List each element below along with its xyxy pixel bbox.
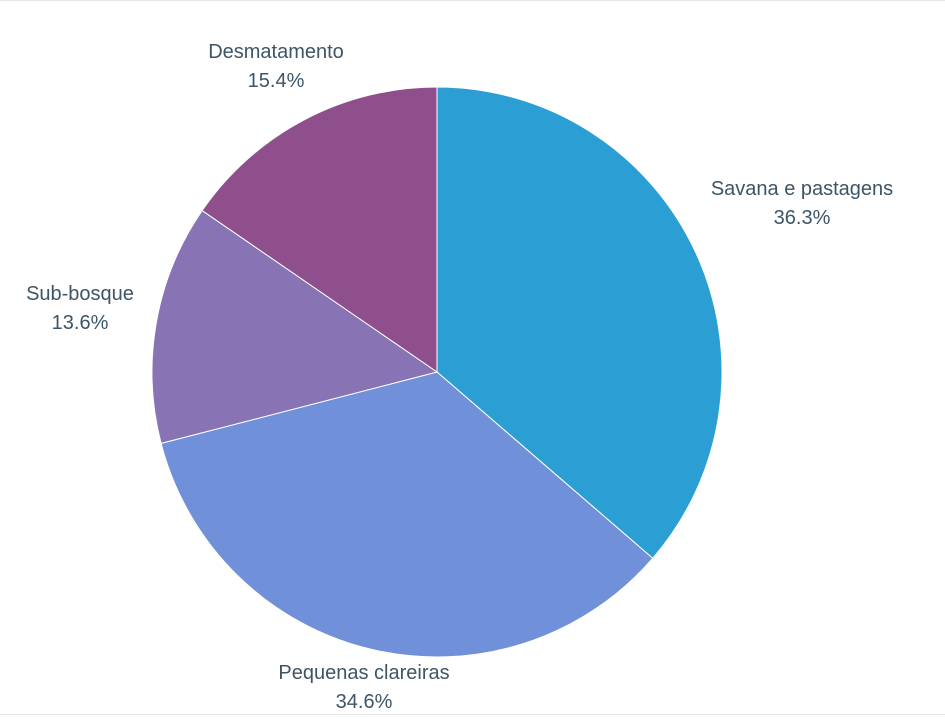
pie-slice-sub-bosque — [151, 209, 439, 444]
slice-value-sub-bosque: 13.6% — [52, 312, 109, 334]
slice-value-desmatamento: 15.4% — [248, 70, 305, 92]
pie-slice-savana-e-pastagens — [436, 86, 723, 559]
pie-slice-pequenas-clareiras — [160, 371, 654, 658]
slice-label-sub-bosque: Sub-bosque — [26, 283, 134, 305]
slice-value-pequenas-clareiras: 34.6% — [336, 691, 393, 713]
slice-label-savana-e-pastagens: Savana e pastagens — [711, 178, 893, 200]
pie-slice-desmatamento — [201, 86, 438, 373]
slice-label-pequenas-clareiras: Pequenas clareiras — [278, 662, 449, 684]
slice-label-desmatamento: Desmatamento — [208, 41, 344, 63]
slice-value-savana-e-pastagens: 36.3% — [774, 207, 831, 229]
